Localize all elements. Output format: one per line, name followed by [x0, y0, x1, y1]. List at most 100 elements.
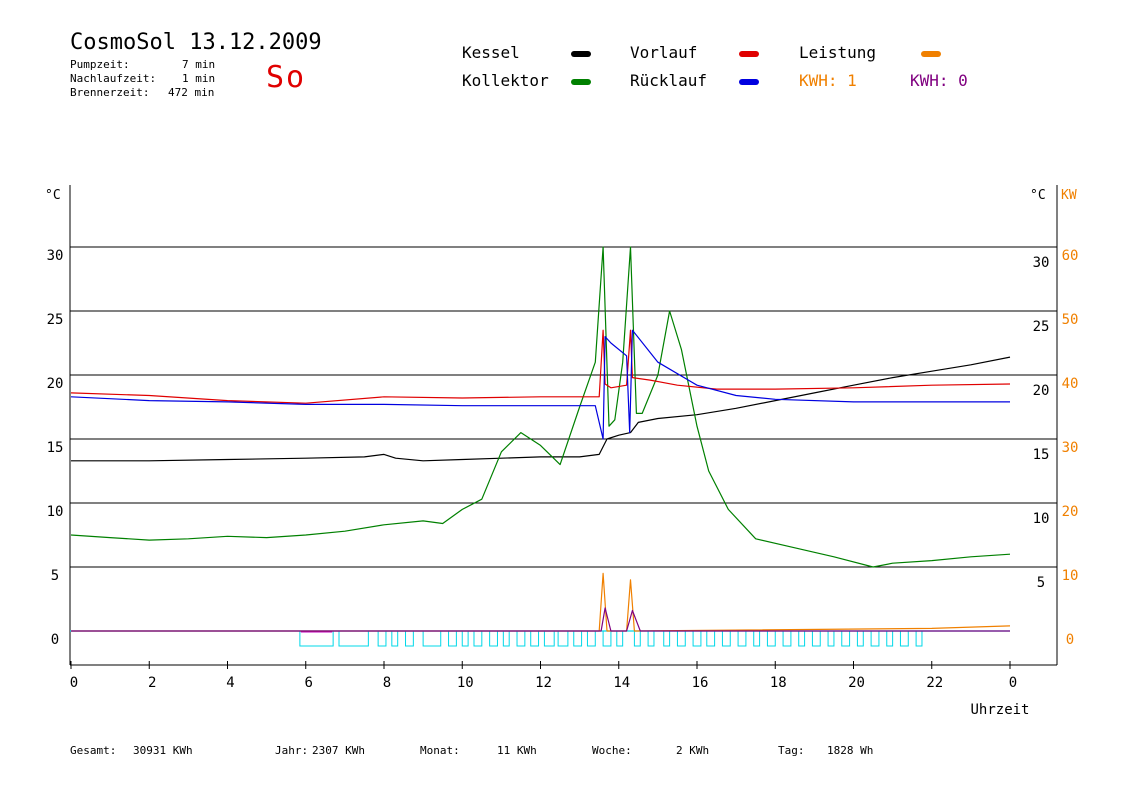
burner-block	[753, 630, 761, 647]
burner-block	[886, 630, 894, 647]
x-tick-label: 10	[457, 675, 474, 691]
burner-block	[899, 630, 909, 647]
burner-block	[841, 630, 851, 647]
footer-monat-value: 11 KWh	[497, 744, 537, 757]
burner-block	[616, 630, 624, 647]
legend-kwh0-label: KWH: 0	[910, 71, 968, 90]
burner-block	[338, 630, 369, 647]
burner-block	[516, 630, 526, 647]
y-tick-right-temp: 10	[1033, 511, 1050, 527]
burner-block	[798, 630, 806, 647]
stat-brennerzeit-label: Brennerzeit:	[70, 86, 150, 99]
y-axis-unit-right-power: KW	[1061, 188, 1077, 203]
legend-ruecklauf-swatch	[739, 79, 759, 85]
burner-block	[856, 630, 864, 647]
burner-block	[391, 630, 399, 647]
burner-block	[543, 630, 555, 647]
footer-jahr-value: 2307 KWh	[312, 744, 365, 757]
x-tick-label: 14	[613, 675, 630, 691]
y-tick-right-power: 0	[1066, 632, 1074, 648]
x-tick-label: 22	[926, 675, 943, 691]
stat-nachlaufzeit-value: 1 min	[182, 72, 216, 85]
footer-jahr-label: Jahr:	[275, 744, 309, 757]
series-line-kollektor	[70, 246, 1011, 568]
footer-tag-value: 1828 Wh	[827, 744, 874, 757]
x-tick-label: 0	[70, 675, 78, 691]
burner-block	[473, 630, 483, 647]
burner-block	[676, 630, 686, 647]
series-line-kwh-0	[71, 607, 1010, 632]
y-tick-right-power: 40	[1062, 376, 1079, 392]
burner-block	[530, 630, 540, 647]
legend-ruecklauf-label: Rücklauf	[630, 71, 708, 90]
legend-kessel-label: Kessel	[462, 43, 520, 62]
burner-block	[586, 630, 596, 647]
burner-block	[633, 630, 641, 647]
series-line-leistung	[71, 572, 1011, 632]
y-tick-right-power: 30	[1062, 440, 1079, 456]
y-tick-left: 20	[47, 376, 64, 392]
burner-block	[405, 630, 414, 647]
burner-block	[915, 630, 923, 647]
x-tick-label: 6	[305, 675, 313, 691]
burner-block	[448, 630, 457, 647]
y-tick-left: 10	[47, 504, 64, 520]
stat-pumpzeit-label: Pumpzeit:	[70, 58, 130, 71]
footer-gesamt-label: Gesamt:	[70, 744, 117, 757]
series-line-r-cklauf	[70, 329, 1010, 440]
x-tick-label: 12	[535, 675, 552, 691]
y-tick-right-temp: 25	[1033, 319, 1050, 335]
burner-block	[663, 630, 671, 647]
burner-block	[721, 630, 731, 647]
y-tick-left: 0	[51, 632, 59, 648]
burner-block	[827, 630, 835, 647]
burner-block	[811, 630, 821, 647]
footer-gesamt-value: 30931 KWh	[133, 744, 193, 757]
burner-block	[461, 630, 469, 647]
y-tick-right-temp: 5	[1037, 575, 1045, 591]
footer-monat-label: Monat:	[420, 744, 460, 757]
x-tick-label: 8	[383, 675, 391, 691]
y-tick-right-temp: 30	[1033, 255, 1050, 271]
burner-block	[692, 630, 702, 647]
y-tick-right-power: 50	[1062, 312, 1079, 328]
burner-block	[502, 630, 510, 647]
burner-block	[573, 630, 583, 647]
y-tick-right-power: 60	[1062, 248, 1079, 264]
burner-block	[602, 630, 612, 647]
weekday-label: So	[266, 60, 307, 95]
burner-block	[766, 630, 776, 647]
legend-leistung-swatch	[921, 51, 941, 57]
legend-leistung-label: Leistung	[799, 43, 877, 62]
y-tick-right-temp: 20	[1033, 383, 1050, 399]
y-tick-left: 5	[51, 568, 59, 584]
burner-block	[422, 630, 442, 647]
x-tick-label: 16	[692, 675, 709, 691]
burner-block	[782, 630, 792, 647]
y-tick-right-temp: 15	[1033, 447, 1050, 463]
x-axis-label: Uhrzeit	[970, 702, 1029, 718]
y-tick-left: 15	[47, 440, 64, 456]
footer-woche-label: Woche:	[592, 744, 632, 757]
y-axis-unit-left: °C	[45, 188, 61, 203]
y-tick-right-power: 20	[1062, 504, 1079, 520]
legend-kollektor-label: Kollektor	[462, 71, 549, 90]
burner-block	[706, 630, 716, 647]
legend-vorlauf-swatch	[739, 51, 759, 57]
burner-block	[737, 630, 747, 647]
burner-block	[299, 630, 334, 647]
chart-title: CosmoSol 13.12.2009	[70, 30, 322, 55]
legend-kwh1-label: KWH: 1	[799, 71, 857, 90]
burner-block	[489, 630, 498, 647]
burner-block	[647, 630, 655, 647]
x-tick-label: 20	[848, 675, 865, 691]
footer-tag-label: Tag:	[778, 744, 805, 757]
stat-brennerzeit-value: 472 min	[168, 86, 215, 99]
legend-kollektor-swatch	[571, 79, 591, 85]
stat-pumpzeit-value: 7 min	[182, 58, 216, 71]
y-tick-left: 25	[47, 312, 64, 328]
x-tick-label: 0	[1009, 675, 1017, 691]
legend-kessel-swatch	[571, 51, 591, 57]
burner-block	[377, 630, 387, 647]
